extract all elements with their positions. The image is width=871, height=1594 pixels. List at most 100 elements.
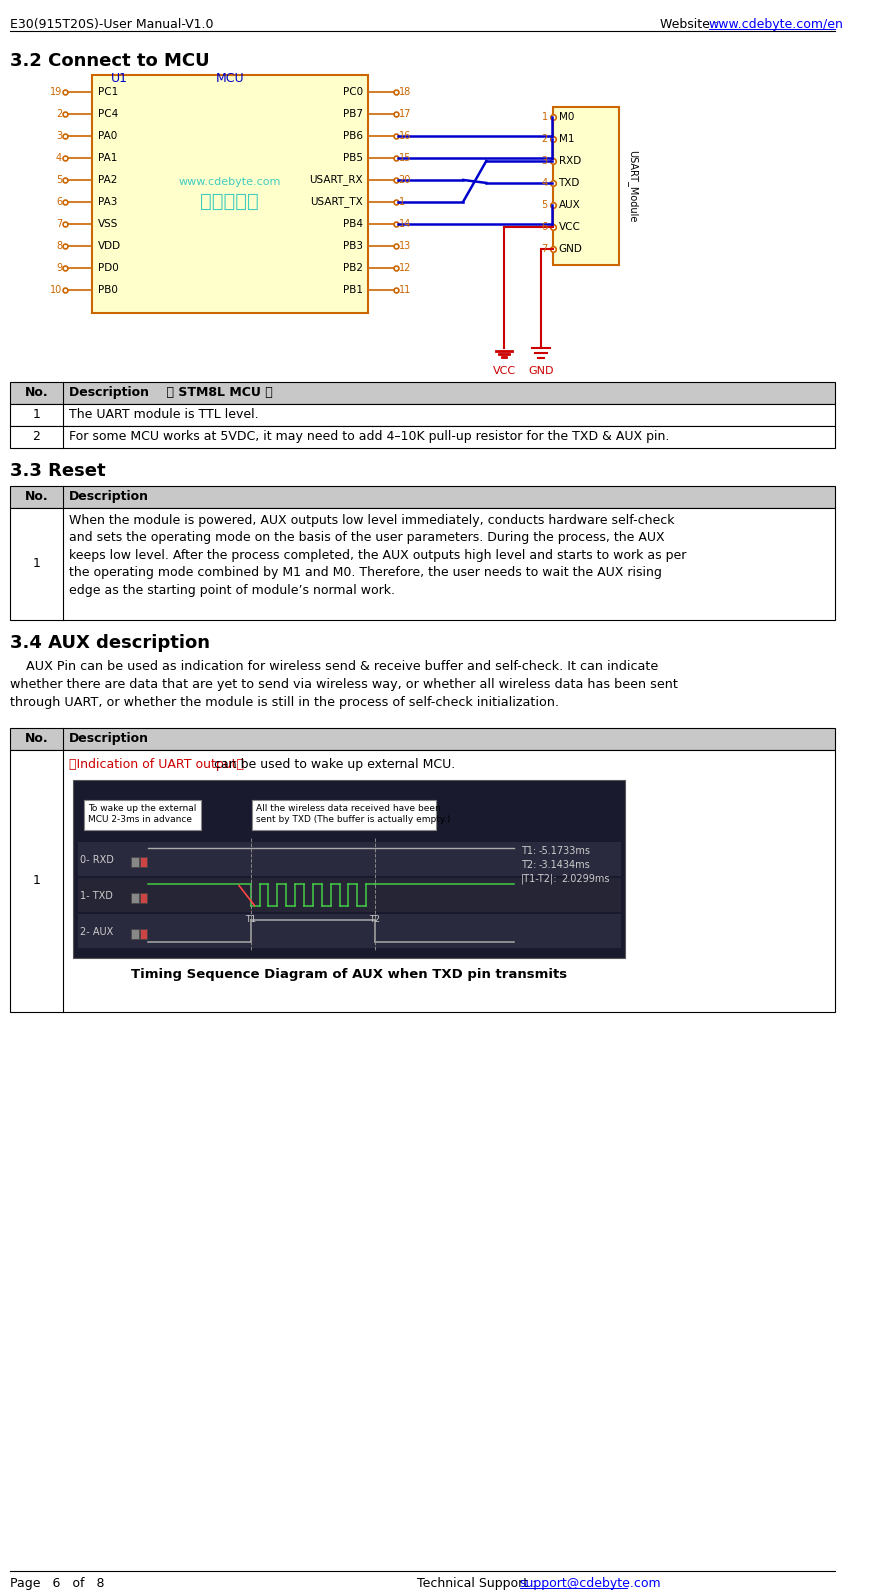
Bar xyxy=(73,779,625,958)
Text: 6: 6 xyxy=(542,222,548,231)
Text: 4: 4 xyxy=(56,153,62,163)
Text: www.cdebyte.com/en: www.cdebyte.com/en xyxy=(709,18,844,30)
Text: -3.1434ms: -3.1434ms xyxy=(538,859,590,870)
Bar xyxy=(10,403,835,426)
Text: PB6: PB6 xyxy=(342,131,362,140)
Text: AUX: AUX xyxy=(558,199,580,210)
Text: 2: 2 xyxy=(56,108,62,120)
Text: AUX Pin can be used as indication for wireless send & receive buffer and self-ch: AUX Pin can be used as indication for wi… xyxy=(10,660,678,709)
Text: GND: GND xyxy=(558,244,583,253)
Text: 10: 10 xyxy=(50,285,62,295)
Text: 1: 1 xyxy=(32,874,40,888)
Text: 16: 16 xyxy=(399,131,411,140)
Text: When the module is powered, AUX outputs low level immediately, conducts hardware: When the module is powered, AUX outputs … xyxy=(69,513,686,596)
Text: PD0: PD0 xyxy=(98,263,118,273)
Bar xyxy=(10,508,835,620)
Text: PB1: PB1 xyxy=(342,285,362,295)
Text: 成都亿佰特: 成都亿佰特 xyxy=(200,193,260,212)
Text: PB7: PB7 xyxy=(342,108,362,120)
Text: To wake up the external
MCU 2-3ms in advance: To wake up the external MCU 2-3ms in adv… xyxy=(88,803,197,824)
Text: 3.3 Reset: 3.3 Reset xyxy=(10,462,105,480)
Text: 18: 18 xyxy=(399,88,411,97)
Text: All the wireless data received have been
sent by TXD (The buffer is actually emp: All the wireless data received have been… xyxy=(256,803,450,824)
Bar xyxy=(139,856,147,867)
Text: PB5: PB5 xyxy=(342,153,362,163)
Text: No.: No. xyxy=(24,386,48,400)
Text: 3: 3 xyxy=(56,131,62,140)
Text: 1- TXD: 1- TXD xyxy=(79,891,112,901)
Bar xyxy=(78,878,621,912)
Text: 3.2 Connect to MCU: 3.2 Connect to MCU xyxy=(10,53,209,70)
Text: PA0: PA0 xyxy=(98,131,118,140)
Text: USART_RX: USART_RX xyxy=(309,174,362,185)
Bar xyxy=(78,842,621,875)
Text: VSS: VSS xyxy=(98,218,118,230)
Text: T2:: T2: xyxy=(521,859,537,870)
Text: PB2: PB2 xyxy=(342,263,362,273)
Bar xyxy=(131,856,138,867)
Text: GND: GND xyxy=(529,367,554,376)
Text: T1:: T1: xyxy=(521,846,536,856)
Text: PA3: PA3 xyxy=(98,198,118,207)
Text: Description: Description xyxy=(69,732,149,744)
Text: 20: 20 xyxy=(399,175,411,185)
Text: 2: 2 xyxy=(542,134,548,143)
Text: 1: 1 xyxy=(32,408,40,421)
Text: 1: 1 xyxy=(32,558,40,571)
Text: 4: 4 xyxy=(542,179,548,188)
Text: PA2: PA2 xyxy=(98,175,118,185)
Bar xyxy=(84,800,200,829)
Text: 13: 13 xyxy=(399,241,411,250)
Text: 3: 3 xyxy=(542,156,548,166)
Text: Description    （ STM8L MCU ）: Description （ STM8L MCU ） xyxy=(69,386,273,400)
Bar xyxy=(92,75,368,312)
Text: PC0: PC0 xyxy=(342,88,362,97)
Text: can be used to wake up external MCU.: can be used to wake up external MCU. xyxy=(214,757,456,770)
Text: For some MCU works at 5VDC, it may need to add 4–10K pull-up resistor for the TX: For some MCU works at 5VDC, it may need … xyxy=(69,430,669,443)
Text: Page   6   of   8: Page 6 of 8 xyxy=(10,1578,105,1591)
Text: 5: 5 xyxy=(56,175,62,185)
Text: PB3: PB3 xyxy=(342,241,362,250)
Text: T1: T1 xyxy=(245,915,256,923)
Text: The UART module is TTL level.: The UART module is TTL level. xyxy=(69,408,259,421)
Bar xyxy=(131,893,138,902)
Text: Technical Support :: Technical Support : xyxy=(417,1578,540,1591)
Text: PA1: PA1 xyxy=(98,153,118,163)
Bar xyxy=(10,486,835,508)
Text: No.: No. xyxy=(24,732,48,744)
Text: 2- AUX: 2- AUX xyxy=(79,926,112,937)
Bar xyxy=(252,800,436,829)
Text: 15: 15 xyxy=(399,153,411,163)
Text: USART_Module: USART_Module xyxy=(627,150,638,222)
Text: VCC: VCC xyxy=(558,222,580,231)
Text: Website :: Website : xyxy=(660,18,726,30)
Text: E30(915T20S)-User Manual-V1.0: E30(915T20S)-User Manual-V1.0 xyxy=(10,18,213,30)
Bar xyxy=(553,107,618,265)
Text: 9: 9 xyxy=(56,263,62,273)
Text: 5: 5 xyxy=(542,199,548,210)
Text: PC1: PC1 xyxy=(98,88,118,97)
Text: 2: 2 xyxy=(32,430,40,443)
Bar xyxy=(131,929,138,939)
Bar xyxy=(78,913,621,947)
Text: MCU: MCU xyxy=(215,72,244,84)
Bar xyxy=(139,929,147,939)
Bar xyxy=(10,728,835,749)
Text: 17: 17 xyxy=(399,108,411,120)
Bar xyxy=(139,893,147,902)
Text: VCC: VCC xyxy=(493,367,516,376)
Text: 1: 1 xyxy=(542,112,548,123)
Text: M0: M0 xyxy=(558,112,574,123)
Text: RXD: RXD xyxy=(558,156,581,166)
Text: 《Indication of UART output》: 《Indication of UART output》 xyxy=(69,757,244,770)
Text: -5.1733ms: -5.1733ms xyxy=(538,846,591,856)
Text: M1: M1 xyxy=(558,134,574,143)
Text: PB0: PB0 xyxy=(98,285,118,295)
Text: VDD: VDD xyxy=(98,241,121,250)
Text: 12: 12 xyxy=(399,263,411,273)
Text: 1: 1 xyxy=(399,198,405,207)
Text: 8: 8 xyxy=(56,241,62,250)
Bar xyxy=(10,426,835,448)
Text: 7: 7 xyxy=(56,218,62,230)
Text: TXD: TXD xyxy=(558,179,580,188)
